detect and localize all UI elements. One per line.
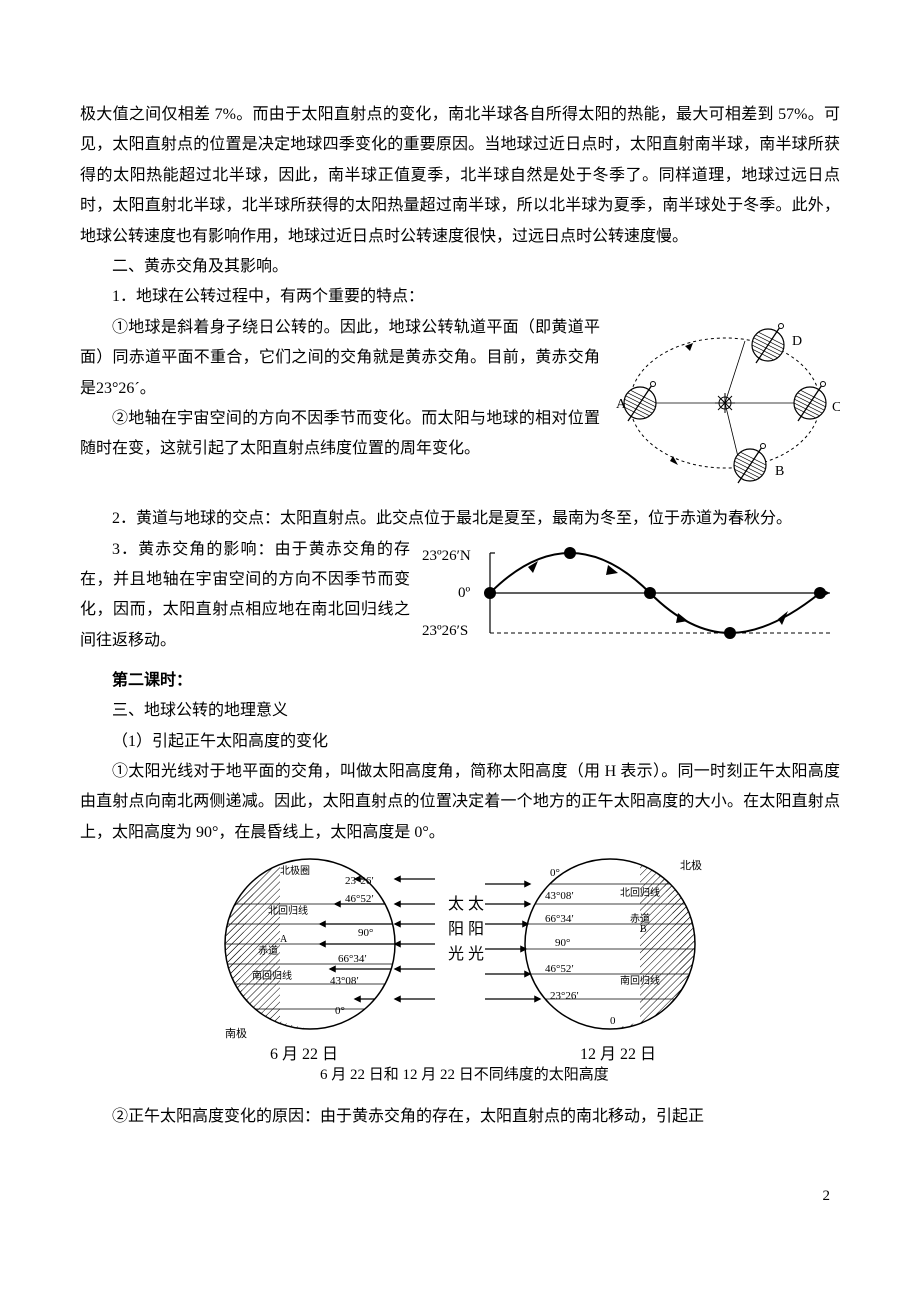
svg-text:北极: 北极 xyxy=(680,858,702,872)
paragraph-9: 三、地球公转的地理意义 xyxy=(80,696,840,726)
svg-text:90°: 90° xyxy=(555,937,570,949)
svg-text:赤道: 赤道 xyxy=(258,944,278,957)
heading-lesson-2: 第二课时： xyxy=(80,666,840,696)
paragraph-3: 1．地球在公转过程中，有两个重要的特点： xyxy=(80,282,840,312)
heading-2: 二、黄赤交角及其影响。 xyxy=(80,252,840,282)
paragraph-6: 2．黄道与地球的交点：太阳直射点。此交点位于最北是夏至，最南为冬至，位于赤道为春… xyxy=(80,504,840,534)
solstice-right-date: 12 月 22 日 xyxy=(580,1046,656,1063)
svg-text:B: B xyxy=(640,924,647,935)
svg-text:太: 太 xyxy=(448,895,464,913)
svg-text:南回归线: 南回归线 xyxy=(620,974,660,987)
svg-text:光: 光 xyxy=(468,945,484,963)
svg-text:南极: 南极 xyxy=(225,1026,247,1040)
solstice-left-date: 6 月 22 日 xyxy=(270,1046,338,1063)
svg-text:阳: 阳 xyxy=(468,920,484,938)
paragraph-11: ①太阳光线对于地平面的交角，叫做太阳高度角，简称太阳高度（用 H 表示）。同一时… xyxy=(80,757,840,848)
declination-wave-chart: 23º26′N 0º 23º26′S xyxy=(420,535,840,666)
wave-label-s: 23º26′S xyxy=(422,623,468,639)
svg-text:23°26′: 23°26′ xyxy=(550,990,579,1002)
orbit-label-b: B xyxy=(775,464,784,479)
orbit-label-d: D xyxy=(792,334,802,349)
orbit-label-a: A xyxy=(616,397,627,412)
svg-text:66°34′: 66°34′ xyxy=(545,913,574,925)
orbit-label-c: C xyxy=(832,400,840,415)
orbit-diagram: A D C B xyxy=(610,313,840,504)
svg-text:90°: 90° xyxy=(358,927,373,939)
svg-text:46°52′: 46°52′ xyxy=(545,963,574,975)
svg-text:北回归线: 北回归线 xyxy=(268,904,308,917)
svg-text:43°08′: 43°08′ xyxy=(545,890,574,902)
svg-text:46°52′: 46°52′ xyxy=(345,893,374,905)
paragraph-12: ②正午太阳高度变化的原因：由于黄赤交角的存在，太阳直射点的南北移动，引起正 xyxy=(80,1102,840,1132)
svg-text:太: 太 xyxy=(468,895,484,913)
svg-text:阳: 阳 xyxy=(448,920,464,938)
svg-text:66°34′: 66°34′ xyxy=(338,953,367,965)
svg-text:A: A xyxy=(280,934,288,945)
paragraph-intro: 极大值之间仅相差 7%。而由于太阳直射点的变化，南北半球各自所得太阳的热能，最大… xyxy=(80,100,840,252)
wave-label-0: 0º xyxy=(458,585,471,601)
svg-text:南回归线: 南回归线 xyxy=(252,969,292,982)
solstice-caption: 6 月 22 日和 12 月 22 日不同纬度的太阳高度 xyxy=(320,1066,609,1083)
svg-text:北极圈: 北极圈 xyxy=(280,864,310,877)
page-number: 2 xyxy=(80,1182,840,1211)
svg-text:43°08′: 43°08′ xyxy=(330,975,359,987)
svg-text:0: 0 xyxy=(610,1015,616,1027)
solstice-diagram: 23°26′ 46°52′ 90° 66°34′ 43°08′ 0° 北极圈 北… xyxy=(80,854,840,1095)
svg-text:0°: 0° xyxy=(550,867,560,879)
paragraph-10: （1）引起正午太阳高度的变化 xyxy=(80,727,840,757)
svg-text:23°26′: 23°26′ xyxy=(345,875,374,887)
svg-text:光: 光 xyxy=(448,945,464,963)
wave-label-n: 23º26′N xyxy=(422,548,471,564)
svg-text:北回归线: 北回归线 xyxy=(620,886,660,899)
svg-text:0°: 0° xyxy=(335,1005,345,1017)
